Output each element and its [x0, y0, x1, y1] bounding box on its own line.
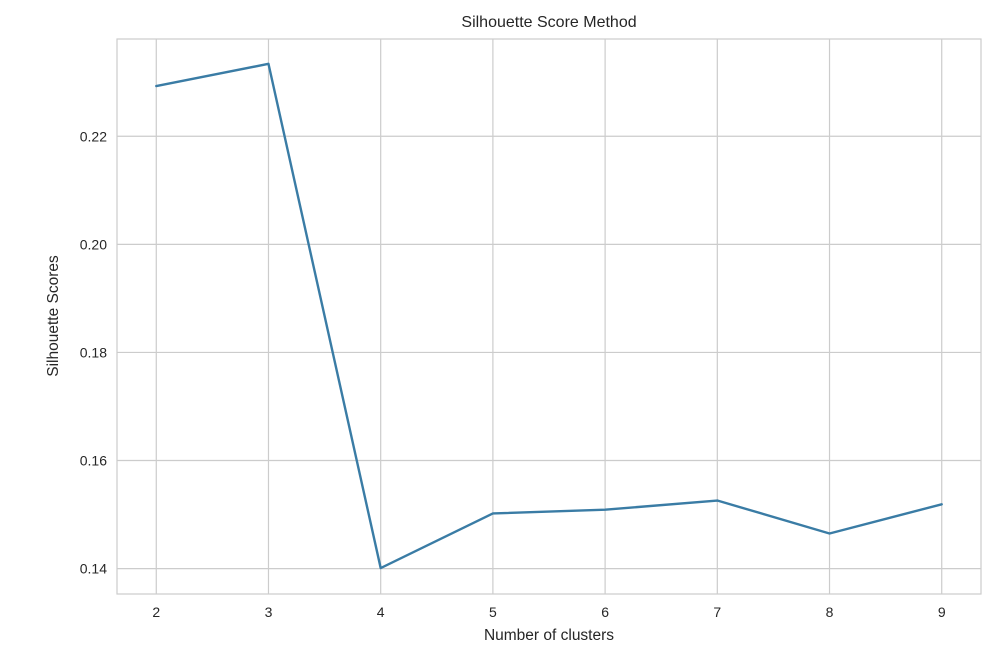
- x-tick-label: 6: [601, 604, 609, 620]
- x-tick-label: 9: [938, 604, 946, 620]
- y-tick-label: 0.14: [80, 561, 107, 577]
- y-tick-label: 0.22: [80, 128, 107, 144]
- x-tick-label: 8: [826, 604, 834, 620]
- y-tick-label: 0.18: [80, 344, 107, 360]
- chart-title: Silhouette Score Method: [461, 14, 636, 31]
- y-tick-label: 0.20: [80, 236, 107, 252]
- x-axis-title: Number of clusters: [484, 627, 614, 644]
- y-tick-label: 0.16: [80, 453, 107, 469]
- x-tick-label: 7: [713, 604, 721, 620]
- y-axis-tick-labels: 0.14 0.16 0.18 0.20 0.22: [80, 128, 107, 576]
- x-tick-label: 2: [152, 604, 160, 620]
- x-tick-label: 4: [377, 604, 385, 620]
- y-axis-title: Silhouette Scores: [45, 255, 62, 377]
- x-tick-label: 5: [489, 604, 497, 620]
- x-tick-label: 3: [265, 604, 273, 620]
- series-layer: [155, 62, 943, 570]
- series-line: [155, 62, 943, 570]
- grid-lines: [117, 39, 981, 594]
- x-axis-tick-labels: 2 3 4 5 6 7 8 9: [152, 604, 945, 620]
- plot-area: [116, 38, 982, 595]
